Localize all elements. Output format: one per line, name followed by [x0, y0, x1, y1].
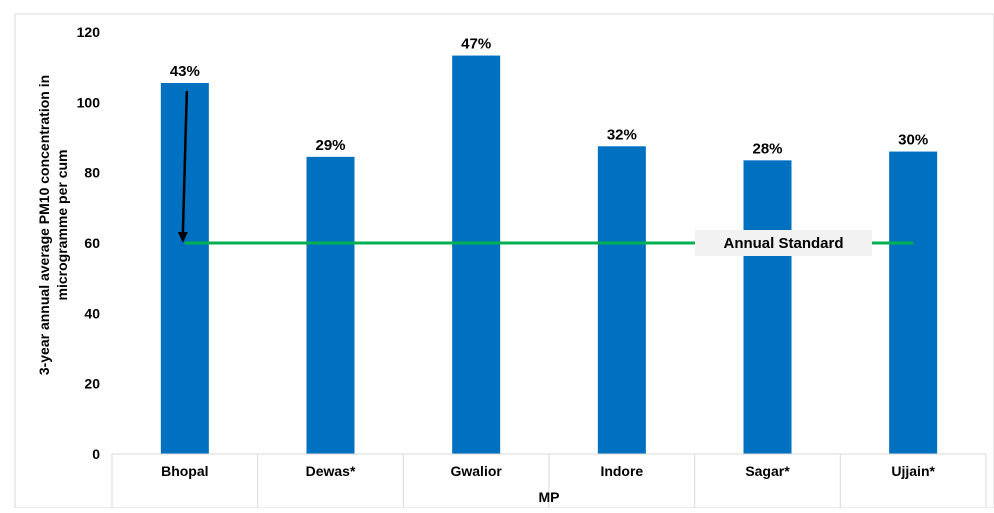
y-axis-title-line-1: 3-year annual average PM10 concentration… — [36, 75, 52, 375]
x-axis-title: MP — [539, 489, 560, 505]
category-labels: Bhopal Dewas* Gwalior Indore Sagar* Ujjain* — [161, 463, 935, 479]
category-label: Dewas* — [306, 463, 356, 479]
arrow-line — [181, 90, 189, 236]
category-label: Sagar* — [745, 463, 790, 479]
category-label: Bhopal — [161, 463, 208, 479]
category-label: Indore — [600, 463, 643, 479]
bar — [306, 156, 355, 454]
bar-series — [160, 55, 938, 455]
category-label: Ujjain* — [891, 463, 935, 479]
y-tick-label: 20 — [84, 376, 100, 392]
y-axis-title-line-2: microgramme per cum — [54, 150, 70, 301]
y-tick-label: 60 — [84, 235, 100, 251]
y-tick-label: 120 — [77, 24, 101, 40]
annual-standard-label: Annual Standard — [723, 235, 843, 252]
data-label: 43% — [170, 63, 200, 80]
arrow-head-icon — [177, 232, 188, 243]
bar — [597, 146, 646, 454]
y-tick-label: 40 — [84, 305, 100, 321]
y-axis-ticks: 0 20 40 60 80 100 120 — [77, 24, 101, 462]
data-label: 30% — [898, 132, 928, 149]
data-label: 29% — [315, 137, 345, 154]
data-label: 47% — [461, 36, 491, 53]
annual-standard-label-box — [695, 230, 872, 256]
category-axis-grid — [111, 454, 987, 508]
y-tick-label: 100 — [77, 94, 101, 110]
bar — [743, 160, 792, 454]
data-label: 32% — [607, 126, 637, 143]
category-label: Gwalior — [450, 463, 502, 479]
y-tick-label: 0 — [92, 446, 100, 462]
bar — [452, 55, 501, 454]
y-tick-label: 80 — [84, 165, 100, 181]
data-label: 28% — [752, 140, 782, 157]
bar — [889, 151, 938, 455]
data-labels: 43% 29% 47% 32% 28% 30% — [170, 36, 928, 158]
